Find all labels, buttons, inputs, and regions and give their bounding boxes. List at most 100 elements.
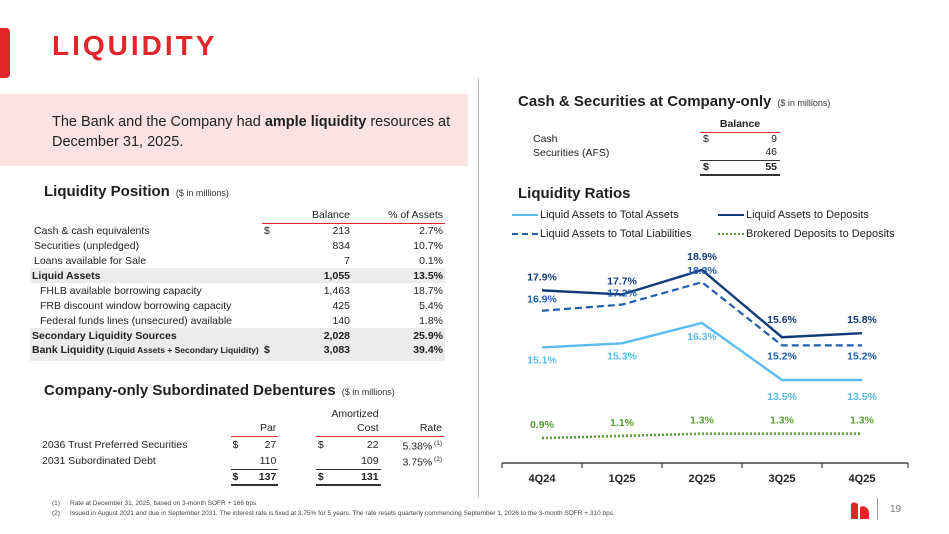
page-title: LIQUIDITY (52, 30, 218, 61)
table-row: Securities (unpledged) 834 10.7% (30, 238, 445, 253)
lp-row-label: FHLB available borrowing capacity (40, 284, 202, 297)
lp-row-dollar (262, 253, 282, 268)
table-row: 2036 Trust Preferred Securities $27 $22 5.3… (40, 436, 444, 453)
footnote-number: (2) (52, 510, 60, 517)
x-tick-label: 2Q25 (689, 473, 716, 485)
debt-row-rate: 3.75% (2) (381, 453, 444, 470)
data-label: 15.3% (607, 350, 637, 362)
debt-row-par: 110 (244, 453, 279, 470)
table-row: FRB discount window borrowing capacity 42… (30, 298, 445, 313)
table-row: Cash $9 (530, 132, 780, 146)
table-row-total: $55 (530, 160, 780, 176)
cash-securities-heading-text: Cash & Securities at Company-only (518, 93, 772, 110)
data-label: 0.9% (530, 419, 555, 431)
lp-bank-liquidity-sublabel: (Liquid Assets + Secondary Liquidity) (104, 345, 259, 355)
debentures-heading: Company-only Subordinated Debentures ($ i… (44, 382, 395, 399)
lp-row-balance: 425 (332, 299, 350, 312)
table-row: Liquid Assets 1,055 13.5% (30, 268, 445, 283)
legend-swatch (512, 214, 538, 216)
debentures-table: Amortized Par Cost Rate 2036 Trust Prefe… (40, 406, 444, 486)
table-row: Federal funds lines (unsecured) availabl… (30, 313, 445, 328)
lp-row-balance: 834 (332, 239, 350, 252)
footnote-row: (1) Rate at December 31, 2025, based on 3… (52, 499, 615, 509)
table-row: Secondary Liquidity Sources 2,028 25.9% (30, 328, 445, 343)
lp-row-dollar: $ (264, 224, 270, 237)
debt-total-label (40, 470, 231, 486)
table-row-total: Bank Liquidity (Liquid Assets + Secondar… (30, 343, 445, 361)
liquidity-position-heading-text: Liquidity Position (44, 183, 170, 200)
cs-row-label: Securities (AFS) (533, 146, 610, 159)
data-label: 18.9% (687, 251, 717, 263)
debt-row-rate-value: 3.75% (402, 456, 433, 469)
title-accent-bar (0, 28, 10, 78)
debt-row-rate: 5.38% (1) (381, 436, 444, 453)
callout-text-post: resources at December 31, 2025. (52, 114, 451, 150)
lp-row-pct: 25.9% (352, 328, 445, 343)
column-divider (478, 78, 479, 498)
data-label: 15.6% (767, 314, 797, 326)
debt-total-rate (381, 470, 444, 486)
callout-text: The Bank and the Company had ample liqui… (52, 112, 452, 152)
cs-row-label: Cash (533, 132, 558, 145)
lp-row-dollar (262, 283, 282, 298)
lp-row-label: Loans available for Sale (34, 254, 147, 267)
legend-item-0: Liquid Assets to Total Assets (512, 209, 679, 221)
callout-text-pre: The Bank and the Company had (52, 114, 265, 130)
lp-row-dollar (262, 268, 282, 283)
debt-row-label: 2031 Subordinated Debt (42, 455, 156, 468)
legend-item-1: Liquid Assets to Deposits (718, 209, 869, 221)
lp-row-pct: 18.7% (413, 284, 443, 297)
lp-bank-liquidity-pct: 39.4% (352, 343, 445, 361)
series-line-2 (541, 281, 862, 347)
footnote-row: (2) Issued in August 2021 and due in Sept… (52, 509, 615, 519)
debt-row-footnote-ref: (1) (432, 439, 442, 447)
data-label: 15.1% (527, 354, 557, 366)
lp-row-pct: 2.7% (419, 224, 443, 237)
cs-total-dollar: $ (700, 160, 720, 176)
lp-row-pct: 0.1% (419, 254, 443, 267)
debt-row-par: 27 (264, 438, 277, 451)
debt-row-gap (278, 453, 316, 470)
debt-header-cost: Cost (329, 421, 381, 437)
debt-row-cost: 109 (329, 453, 381, 470)
cs-row-value: 46 (720, 146, 780, 161)
footnotes: (1) Rate at December 31, 2025, based on 3… (52, 499, 615, 519)
lp-row-label: Securities (unpledged) (34, 239, 140, 252)
lp-bank-liquidity-label: Bank Liquidity (Liquid Assets + Secondar… (30, 343, 262, 361)
cs-row-dollar (700, 146, 720, 161)
callout-text-bold: ample liquidity (264, 114, 367, 130)
debt-total-cost: 131 (329, 469, 381, 486)
lp-bank-liquidity-balance: 3,083 (282, 343, 352, 361)
data-label: 15.8% (847, 314, 877, 326)
series-line-1 (541, 268, 863, 339)
lp-row-balance: 213 (332, 224, 350, 237)
debt-header-gap (278, 421, 316, 436)
data-label: 1.3% (850, 415, 875, 427)
lp-row-dollar (262, 328, 282, 343)
table-row: Loans available for Sale 7 0.1% (30, 253, 445, 268)
lp-bank-liquidity-dollar: $ (262, 343, 282, 361)
debt-header-blank (381, 406, 444, 421)
cash-securities-table: Balance Cash $9 Securities (AFS) 46 $55 (530, 118, 780, 176)
cs-total-value: 55 (720, 160, 780, 176)
lp-header-pct: % of Assets (352, 208, 445, 224)
cash-securities-units: ($ in millions) (777, 98, 831, 108)
debt-header-par-dollar (230, 421, 245, 437)
data-label: 1.3% (770, 415, 795, 427)
table-row: Securities (AFS) 46 (530, 146, 780, 161)
debt-amortized-spacer (40, 406, 329, 421)
lp-header-blank (30, 208, 262, 223)
legend-item-2: Liquid Assets to Total Liabilities (512, 228, 691, 240)
debt-header-par: Par (244, 421, 279, 437)
liquidity-position-table: Balance % of Assets Cash & cash equivale… (30, 208, 445, 361)
x-tick-label: 1Q25 (609, 473, 636, 485)
lp-row-label: Federal funds lines (unsecured) availabl… (40, 314, 233, 327)
lp-header-balance: Balance (282, 208, 352, 224)
callout-box (0, 94, 468, 166)
data-label: 17.2% (607, 288, 637, 300)
legend-label: Liquid Assets to Total Assets (540, 209, 679, 221)
debt-row-cost-dollar: $ (317, 438, 324, 451)
debt-header-cost-dollar (315, 421, 330, 437)
debentures-units: ($ in millions) (341, 387, 395, 397)
lp-row-pct: 13.5% (352, 268, 445, 283)
